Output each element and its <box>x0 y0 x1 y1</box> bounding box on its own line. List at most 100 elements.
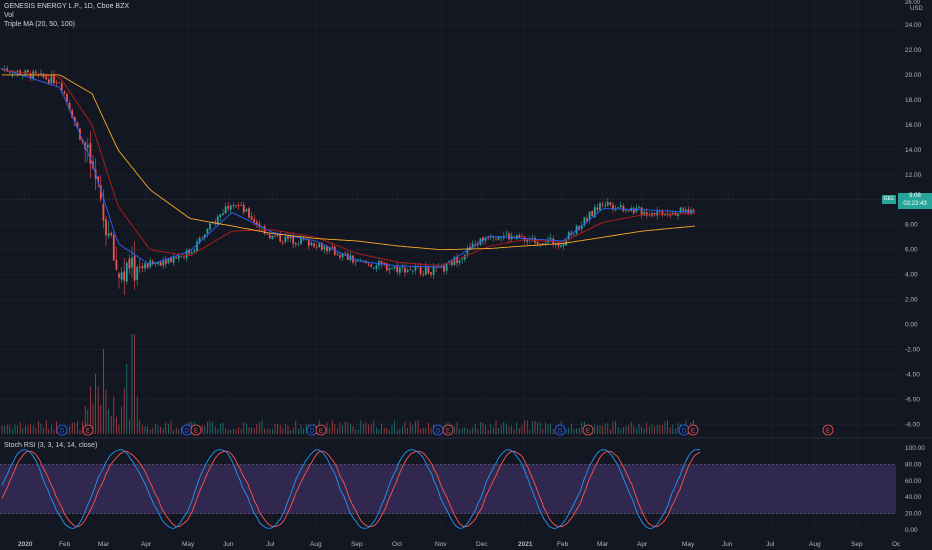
time-axis-label: Aug <box>809 541 821 548</box>
price-axis-label: 8.00 <box>905 222 918 229</box>
candle-body <box>248 208 250 218</box>
stoch-rsi-d-line <box>1 450 701 528</box>
candle-body <box>586 218 588 221</box>
candle-body <box>141 265 144 269</box>
stoch-rsi-legend[interactable]: Stoch RSI (3, 3, 14, 14, close) <box>4 442 98 449</box>
candle-body <box>580 225 583 229</box>
candle-body <box>240 204 243 206</box>
candle-body <box>557 242 560 247</box>
candle-body <box>536 241 539 245</box>
candle-body <box>29 73 32 79</box>
candle-body <box>456 257 458 263</box>
candle-body <box>268 234 271 239</box>
candle-body <box>258 223 261 228</box>
event-marker-label: D <box>558 429 563 435</box>
candle-body <box>76 122 79 128</box>
stoch-rsi-axis-label: 100.00 <box>905 445 925 452</box>
candle-body <box>164 260 167 265</box>
candle-body <box>86 144 89 148</box>
candle-body <box>305 239 308 241</box>
candle-body <box>66 93 68 102</box>
earnings-marker <box>687 424 699 436</box>
candle-body <box>14 71 16 73</box>
volume-bars <box>1 334 694 434</box>
candle-body <box>591 210 594 216</box>
last-price-badge: 9.08 03:23:43 <box>898 193 932 209</box>
candle-body <box>157 262 159 264</box>
candle-body <box>409 269 412 270</box>
candle-body <box>601 204 604 206</box>
candle-body <box>341 253 344 258</box>
candle-body <box>289 236 292 239</box>
earnings-marker <box>315 424 327 436</box>
price-axis-label: 16.00 <box>905 122 922 129</box>
candle-body <box>328 247 331 251</box>
candle-body <box>266 233 269 235</box>
time-axis-label: Mar <box>98 541 110 548</box>
candle-body <box>679 207 682 213</box>
time-axis-label: Feb <box>59 541 71 548</box>
candle-body <box>604 204 607 206</box>
event-marker-label: E <box>446 429 450 435</box>
candle-body <box>669 214 672 216</box>
candle-body <box>60 83 63 91</box>
candle-body <box>198 237 201 243</box>
event-marker-label: D <box>185 429 190 435</box>
candle-body <box>432 266 435 275</box>
candle-body <box>354 261 357 263</box>
event-marker-label: D <box>310 429 315 435</box>
candle-body <box>424 266 427 275</box>
time-axis-label: Mar <box>597 541 609 548</box>
bar-countdown: 03:23:43 <box>903 201 927 207</box>
stoch-rsi-axis-label: 0.00 <box>905 527 918 534</box>
stoch-rsi-axis-label: 80.00 <box>905 461 922 468</box>
time-axis-label: 2021 <box>518 541 533 548</box>
candle-body <box>682 208 685 211</box>
candle-body <box>102 204 105 221</box>
candle-body <box>474 244 477 246</box>
time-axis-label: Jun <box>722 541 733 548</box>
candle-body <box>313 243 315 247</box>
candle-body <box>612 204 614 209</box>
candle-body <box>128 258 131 269</box>
candle-body <box>8 71 11 73</box>
time-axis-label: Apr <box>141 541 152 548</box>
currency-label: USD <box>910 6 923 12</box>
price-axis-label: -6.00 <box>905 397 920 404</box>
candle-body <box>357 259 360 261</box>
candle-body <box>466 248 469 254</box>
candle-body <box>320 242 323 250</box>
candle-body <box>125 262 128 282</box>
candle-body <box>50 75 53 84</box>
candle-body <box>45 76 48 80</box>
candle-body <box>271 235 274 239</box>
candle-body <box>661 211 664 216</box>
candle-body <box>27 69 29 73</box>
candle-body <box>396 266 399 272</box>
time-axis-label: Feb <box>557 541 569 548</box>
candle-body <box>287 235 289 239</box>
event-marker-label: E <box>86 429 90 435</box>
time-axis-label: Dec <box>476 541 488 548</box>
volume-legend[interactable]: Vol <box>4 12 14 19</box>
candle-body <box>55 82 58 84</box>
price-axis-label: 14.00 <box>905 147 922 154</box>
candle-body <box>562 244 565 246</box>
candle-body <box>284 236 287 242</box>
ma-legend[interactable]: Triple MA (20, 50, 100) <box>4 21 75 28</box>
candle-body <box>159 261 162 266</box>
candle-body <box>146 263 149 268</box>
candle-body <box>359 260 362 262</box>
candle-body <box>297 244 300 246</box>
candle-body <box>63 91 66 94</box>
symbol-title[interactable]: GENESIS ENERGY L.P., 1D, Cboe BZX <box>4 3 130 10</box>
candle-body <box>404 267 406 273</box>
candle-body <box>53 74 55 84</box>
time-axis-label: Sep <box>851 541 863 548</box>
candle-body <box>203 234 206 238</box>
candle-body <box>406 270 409 272</box>
candle-body <box>372 267 375 269</box>
candle-body <box>531 237 534 240</box>
stoch-rsi-k-line <box>1 449 701 529</box>
